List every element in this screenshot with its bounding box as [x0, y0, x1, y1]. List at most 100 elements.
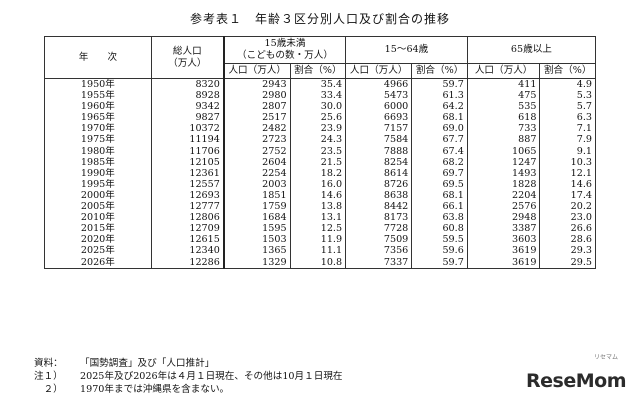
year-cell: 2010年 [44, 212, 152, 224]
table-row: 2025年 12340 1365 11.1 7356 59.6 3619 29.3 [44, 245, 596, 257]
under15-ratio-cell: 24.3 [289, 134, 347, 146]
header-pop-15-64: 人口（万人） [345, 63, 413, 79]
under15-pop-cell: 2003 [223, 178, 291, 190]
under15-ratio-cell: 13.1 [289, 212, 347, 224]
total-cell: 12777 [150, 201, 225, 213]
ratio-65plus-cell: 29.3 [539, 245, 596, 257]
pop-15-64-cell: 6000 [345, 101, 413, 113]
ratio-15-64-cell: 66.1 [411, 201, 468, 213]
under15-pop-cell: 2752 [223, 145, 291, 157]
page-title: 参考表１ 年齢３区分別人口及び割合の推移 [189, 12, 450, 26]
under15-pop-cell: 1329 [223, 256, 291, 269]
note-label: 注１） [34, 371, 63, 382]
ratio-65plus-cell: 10.3 [539, 156, 596, 168]
total-cell: 9827 [150, 112, 225, 124]
under15-pop-cell: 1684 [223, 212, 291, 224]
under15-ratio-cell: 12.5 [289, 223, 347, 235]
ratio-15-64-cell: 68.1 [411, 189, 468, 202]
header-pop-under15: 人口（万人） [223, 63, 291, 79]
ratio-65plus-cell: 4.9 [539, 78, 596, 91]
total-cell: 12105 [150, 156, 225, 168]
under15-ratio-cell: 23.9 [289, 123, 347, 135]
total-cell: 8320 [150, 78, 225, 91]
year-cell: 2005年 [44, 201, 152, 213]
resemom-logo: リセマム ReseMom [516, 352, 626, 392]
year-cell: 1990年 [44, 167, 152, 179]
table-row: 1995年 12557 2003 16.0 8726 69.5 1828 14.6 [44, 178, 596, 190]
under15-pop-cell: 1759 [223, 201, 291, 213]
note-2: ２） 1970年までは沖縄県を含まない。 [34, 383, 343, 396]
under15-pop-cell: 2254 [223, 167, 291, 179]
under15-pop-cell: 2482 [223, 123, 291, 135]
under15-pop-cell: 2604 [223, 156, 291, 168]
under15-ratio-cell: 13.8 [289, 201, 347, 213]
under15-ratio-cell: 33.4 [289, 90, 347, 102]
total-cell: 12693 [150, 189, 225, 202]
year-cell: 1955年 [44, 90, 152, 102]
table-row: 2020年 12615 1503 11.9 7509 59.5 3603 28.6 [44, 234, 596, 246]
pop-65plus-cell: 1247 [466, 156, 541, 168]
under15-pop-cell: 1365 [223, 245, 291, 257]
table-row: 1960年 9342 2807 30.0 6000 64.2 535 5.7 [44, 101, 596, 113]
total-cell: 8928 [150, 90, 225, 102]
header-pop-65plus: 人口（万人） [466, 63, 541, 79]
pop-15-64-cell: 7356 [345, 245, 413, 257]
ratio-15-64-cell: 59.6 [411, 245, 468, 257]
year-cell: 1985年 [44, 156, 152, 168]
header-total: 総人口 （万人） [150, 36, 225, 79]
pop-65plus-cell: 1828 [466, 178, 541, 190]
header-15-64: 15～64歳 [345, 36, 468, 64]
pop-65plus-cell: 3619 [466, 245, 541, 257]
ratio-65plus-cell: 9.1 [539, 145, 596, 157]
ratio-15-64-cell: 59.7 [411, 78, 468, 91]
header-ratio-under15: 割合（%） [289, 63, 347, 79]
year-cell: 2015年 [44, 223, 152, 235]
header-under15-line1: 15歳未満 [264, 38, 306, 49]
table-row: 1980年 11706 2752 23.5 7888 67.4 1065 9.1 [44, 145, 596, 157]
under15-ratio-cell: 11.9 [289, 234, 347, 246]
pop-15-64-cell: 8614 [345, 167, 413, 179]
ratio-65plus-cell: 12.1 [539, 167, 596, 179]
under15-ratio-cell: 18.2 [289, 167, 347, 179]
ratio-65plus-cell: 17.4 [539, 189, 596, 202]
year-cell: 1960年 [44, 101, 152, 113]
year-cell: 2020年 [44, 234, 152, 246]
pop-65plus-cell: 3619 [466, 256, 541, 269]
pop-65plus-cell: 2204 [466, 189, 541, 202]
under15-ratio-cell: 21.5 [289, 156, 347, 168]
pop-15-64-cell: 7584 [345, 134, 413, 146]
table-row: 2010年 12806 1684 13.1 8173 63.8 2948 23.0 [44, 212, 596, 224]
table-row: 1990年 12361 2254 18.2 8614 69.7 1493 12.1 [44, 167, 596, 179]
pop-15-64-cell: 8254 [345, 156, 413, 168]
pop-65plus-cell: 2948 [466, 212, 541, 224]
year-cell: 2000年 [44, 189, 152, 202]
header-total-line2: （万人） [168, 57, 207, 69]
notes: 資料： 「国勢調査」及び「人口推計」 注１） 2025年及び2026年は４月１日… [34, 357, 343, 396]
under15-pop-cell: 2517 [223, 112, 291, 124]
note-1: 注１） 2025年及び2026年は４月１日現在、その他は10月１日現在 [34, 370, 343, 383]
table-row: 1975年 11194 2723 24.3 7584 67.7 887 7.9 [44, 134, 596, 146]
header-under15-line2: （こどもの数・万人） [237, 50, 333, 61]
under15-pop-cell: 1851 [223, 189, 291, 202]
header-ratio-15-64: 割合（%） [411, 63, 468, 79]
ratio-15-64-cell: 61.3 [411, 90, 468, 102]
note-text: 「国勢調査」及び「人口推計」 [80, 358, 215, 369]
table-row: 1985年 12105 2604 21.5 8254 68.2 1247 10.3 [44, 156, 596, 168]
pop-65plus-cell: 2576 [466, 201, 541, 213]
total-cell: 12286 [150, 256, 225, 269]
header-65plus: 65歳以上 [466, 36, 597, 64]
year-cell: 1970年 [44, 123, 152, 135]
pop-15-64-cell: 4966 [345, 78, 413, 91]
year-cell: 1975年 [44, 134, 152, 146]
note-text: 2025年及び2026年は４月１日現在、その他は10月１日現在 [80, 371, 343, 382]
under15-ratio-cell: 30.0 [289, 101, 347, 113]
pop-15-64-cell: 7728 [345, 223, 413, 235]
total-cell: 10372 [150, 123, 225, 135]
pop-65plus-cell: 1493 [466, 167, 541, 179]
ratio-65plus-cell: 7.1 [539, 123, 596, 135]
pop-65plus-cell: 1065 [466, 145, 541, 157]
logo-small-text: リセマム [593, 354, 618, 361]
ratio-15-64-cell: 68.2 [411, 156, 468, 168]
ratio-15-64-cell: 69.7 [411, 167, 468, 179]
note-source: 資料： 「国勢調査」及び「人口推計」 [34, 357, 343, 370]
